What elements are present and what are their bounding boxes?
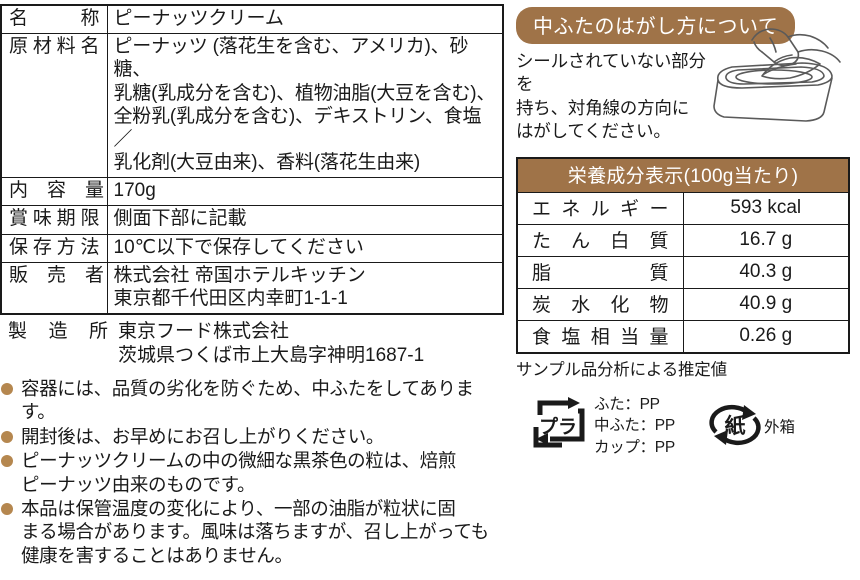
arrow-head	[536, 433, 548, 446]
note-line: 本品は保管温度の変化により、一部の油脂が粒状に固	[21, 497, 456, 519]
seller-line: 株式会社 帝国ホテルキッチン	[113, 264, 366, 286]
nutrition-label: 食塩相当量	[516, 320, 684, 354]
table-row: 原材料名 ピーナッツ (落花生を含む、アメリカ)、砂糖、 乳糖(乳成分を含む)、…	[0, 33, 504, 179]
plastic-recycle-icon: プラ	[533, 397, 585, 448]
lid-instruction-line: はがしてください。	[516, 120, 671, 141]
table-row: たん白質 16.7 g	[516, 224, 850, 258]
row-value: ピーナッツクリーム	[106, 4, 504, 35]
bullet-icon	[1, 502, 13, 515]
table-row: 炭水化物 40.9 g	[516, 288, 850, 322]
nutrition-header-row: 栄養成分表示(100g当たり)	[516, 157, 850, 194]
manufacturer-value: 東京フード株式会社 茨城県つくば市上大島字神明1687-1	[108, 320, 424, 368]
paper-material-label: 外箱	[764, 419, 796, 437]
row-label: 原材料名	[0, 33, 108, 179]
lid-instruction-line: シールされていない部分を	[516, 51, 706, 95]
nutrition-note: サンプル品分析による推定値	[516, 361, 727, 380]
row-value: 10℃以下で保存してください	[106, 233, 504, 263]
table-row: 賞味期限 側面下部に記載	[0, 205, 504, 235]
nutrition-label: たん白質	[516, 224, 684, 258]
paper-mark-label: 紙	[725, 414, 746, 438]
nutrition-header: 栄養成分表示(100g当たり)	[516, 157, 850, 194]
nutrition-value: 593 kcal	[682, 192, 850, 226]
nutrition-table: 栄養成分表示(100g当たり) エネルギー 593 kcal たん白質 16.7…	[516, 157, 850, 355]
row-label: 名 称	[0, 4, 108, 35]
manufacturer-block: 製 造 所 東京フード株式会社 茨城県つくば市上大島字神明1687-1	[0, 320, 508, 368]
table-row: 保存方法 10℃以下で保存してください	[0, 233, 504, 263]
product-info-table: 名 称 ピーナッツクリーム 原材料名 ピーナッツ (落花生を含む、アメリカ)、砂…	[0, 4, 504, 316]
nutrition-value: 40.9 g	[682, 288, 850, 322]
seller-line: 東京都千代田区内幸町1-1-1	[113, 287, 348, 309]
list-item: 開封後は、お早めにお召し上がりください。	[0, 425, 508, 448]
ingredient-line: 乳化剤(大豆由来)、香料(落花生由来)	[113, 152, 421, 174]
nutrition-label: 脂 質	[516, 256, 684, 290]
recycling-marks: プラ ふた：PP 中ふた：PP カップ：PP 紙 外箱	[516, 394, 860, 464]
material-line: ふた：PP	[594, 396, 660, 414]
table-row: エネルギー 593 kcal	[516, 192, 850, 226]
row-value: ピーナッツ (落花生を含む、アメリカ)、砂糖、 乳糖(乳成分を含む)、植物油脂(…	[106, 33, 504, 179]
notes-list: 容器には、品質の劣化を防ぐため、中ふたをしてあります。 開封後は、お早めにお召し…	[0, 377, 508, 568]
plastic-mark-label: プラ	[539, 415, 577, 438]
table-row: 販 売 者 株式会社 帝国ホテルキッチン 東京都千代田区内幸町1-1-1	[0, 261, 504, 315]
row-value: 170g	[106, 177, 504, 207]
table-row: 脂 質 40.3 g	[516, 256, 850, 290]
note-line: 容器には、品質の劣化を防ぐため、中ふたをしてあります。	[21, 377, 474, 423]
material-line: カップ：PP	[594, 438, 675, 456]
paper-recycle-icon: 紙	[709, 405, 761, 446]
ingredient-line: 全粉乳(乳成分を含む)、デキストリン、食塩／	[113, 105, 482, 150]
row-label: 賞味期限	[0, 205, 108, 235]
table-row: 食塩相当量 0.26 g	[516, 320, 850, 354]
ingredient-line: 乳糖(乳成分を含む)、植物油脂(大豆を含む)、	[113, 82, 496, 104]
bullet-icon	[1, 455, 13, 468]
note-line: まる場合があります。風味は落ちますが、召し上がっても	[21, 521, 489, 543]
lid-instruction-line: 持ち、対角線の方向に	[516, 97, 689, 118]
row-label: 内 容 量	[0, 177, 108, 207]
table-row: 名 称 ピーナッツクリーム	[0, 4, 504, 35]
hand-peeling-lid-illustration	[713, 28, 841, 122]
bullet-icon	[1, 382, 13, 395]
nutrition-value: 16.7 g	[682, 224, 850, 258]
arrow-head	[742, 405, 756, 421]
arrow-head	[714, 430, 728, 446]
nutrition-value: 40.3 g	[682, 256, 850, 290]
table-row: 内 容 量 170g	[0, 177, 504, 207]
note-line: 開封後は、お早めにお召し上がりください。	[21, 425, 385, 447]
right-column: 中ふたのはがし方について シールされていない部分を 持ち、対角線の方向に はがし…	[516, 0, 860, 580]
bullet-icon	[1, 430, 13, 443]
row-value: 株式会社 帝国ホテルキッチン 東京都千代田区内幸町1-1-1	[106, 261, 504, 315]
row-value: 側面下部に記載	[106, 205, 504, 235]
manufacturer-line: 東京フード株式会社	[118, 321, 290, 343]
manufacturer-label: 製 造 所	[8, 321, 108, 343]
manufacturer-line: 茨城県つくば市上大島字神明1687-1	[118, 344, 425, 366]
note-line: ピーナッツ由来のものです。	[21, 473, 256, 495]
nutrition-label: エネルギー	[516, 192, 684, 226]
list-item: 本品は保管温度の変化により、一部の油脂が粒状に固 まる場合があります。風味は落ち…	[0, 497, 508, 567]
note-line: 健康を害することはありません。	[21, 544, 293, 566]
left-column: 名 称 ピーナッツクリーム 原材料名 ピーナッツ (落花生を含む、アメリカ)、砂…	[0, 4, 508, 580]
lid-instruction-title: 中ふたのはがし方について	[516, 7, 796, 44]
ingredient-line: ピーナッツ (落花生を含む、アメリカ)、砂糖、	[113, 36, 469, 81]
list-item: 容器には、品質の劣化を防ぐため、中ふたをしてあります。	[0, 377, 508, 424]
list-item: ピーナッツクリームの中の微細な黒茶色の粒は、焙煎 ピーナッツ由来のものです。	[0, 449, 508, 496]
lid-instruction-body: シールされていない部分を 持ち、対角線の方向に はがしてください。	[516, 50, 706, 143]
row-label: 販 売 者	[0, 261, 108, 315]
arrow-head	[568, 397, 580, 410]
material-line: 中ふた：PP	[594, 417, 675, 435]
nutrition-value: 0.26 g	[682, 320, 850, 354]
nutrition-label: 炭水化物	[516, 288, 684, 322]
note-line: ピーナッツクリームの中の微細な黒茶色の粒は、焙煎	[21, 450, 457, 472]
plastic-material-list: ふた：PP 中ふた：PP カップ：PP	[594, 394, 675, 458]
row-label: 保存方法	[0, 233, 108, 263]
